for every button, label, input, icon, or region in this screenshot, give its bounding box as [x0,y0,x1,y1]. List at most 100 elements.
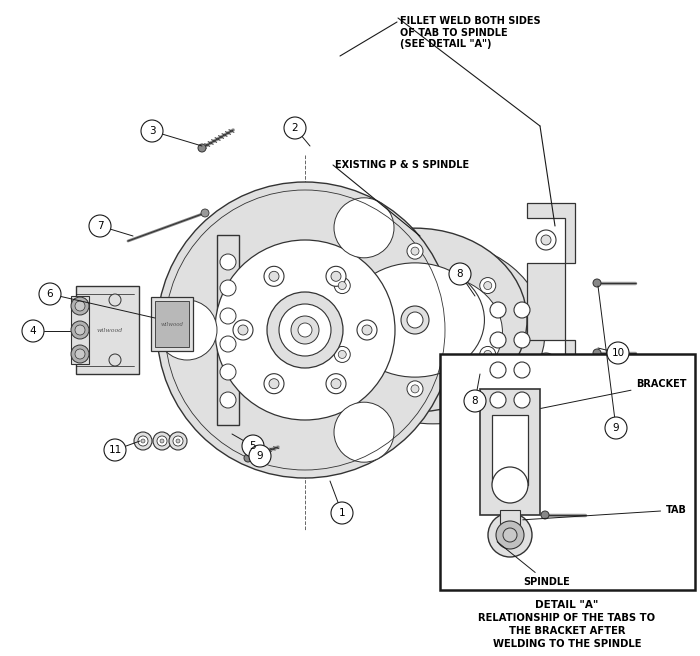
Circle shape [480,346,496,362]
Circle shape [220,364,236,380]
Text: SPINDLE: SPINDLE [497,542,570,587]
Text: 10: 10 [611,348,624,358]
Polygon shape [527,203,575,263]
Circle shape [541,511,549,519]
Circle shape [605,417,627,439]
Circle shape [593,279,601,287]
Circle shape [71,321,89,339]
Circle shape [357,320,377,340]
Circle shape [331,272,341,281]
Circle shape [75,325,85,335]
Ellipse shape [363,275,503,389]
Ellipse shape [303,228,527,412]
Circle shape [264,374,284,394]
Circle shape [220,336,236,352]
Circle shape [220,280,236,296]
Circle shape [541,235,551,245]
Circle shape [157,436,167,446]
Polygon shape [527,340,575,400]
Text: EXISTING P & S SPINDLE: EXISTING P & S SPINDLE [335,160,469,170]
Circle shape [514,392,530,408]
Circle shape [496,521,524,549]
Text: wilwood: wilwood [160,321,183,327]
Circle shape [407,381,423,397]
Circle shape [492,467,528,503]
Circle shape [89,215,111,237]
Text: 5: 5 [250,441,256,451]
Circle shape [401,306,429,334]
Circle shape [298,323,312,337]
Circle shape [215,240,395,420]
Circle shape [141,120,163,142]
Circle shape [490,332,506,348]
Bar [492,415,528,485]
Circle shape [233,320,253,340]
Circle shape [22,320,44,342]
Circle shape [71,345,89,363]
Circle shape [160,439,164,443]
Circle shape [407,312,423,328]
Circle shape [536,230,556,250]
Circle shape [75,301,85,311]
Circle shape [71,297,89,315]
Circle shape [284,117,306,139]
Text: 11: 11 [108,445,122,455]
Circle shape [514,302,530,318]
Circle shape [153,432,171,450]
Circle shape [484,350,491,358]
Text: 8: 8 [456,269,463,279]
Circle shape [109,354,121,366]
Circle shape [264,266,284,286]
Circle shape [449,263,471,285]
Text: wilwood: wilwood [97,327,123,333]
Circle shape [335,346,350,362]
Circle shape [109,294,121,306]
Circle shape [267,292,343,368]
Circle shape [157,300,217,360]
Circle shape [238,325,248,335]
Circle shape [464,390,486,412]
Circle shape [490,392,506,408]
Circle shape [514,332,530,348]
Bar [440,354,695,590]
Circle shape [198,144,206,152]
Circle shape [279,304,331,356]
Circle shape [269,379,279,389]
Text: RELATIONSHIP OF THE TABS TO
THE BRACKET AFTER
WELDING TO THE SPINDLE: RELATIONSHIP OF THE TABS TO THE BRACKET … [478,613,656,649]
Circle shape [541,358,551,368]
Circle shape [220,308,236,324]
Circle shape [220,392,236,408]
Polygon shape [500,510,520,525]
Circle shape [173,436,183,446]
Text: 7: 7 [97,221,104,231]
Bar [151,297,193,351]
Circle shape [331,379,341,389]
Circle shape [514,362,530,378]
Circle shape [291,316,319,344]
Circle shape [488,513,532,557]
Circle shape [607,342,629,364]
Circle shape [490,362,506,378]
Circle shape [220,254,236,270]
Polygon shape [527,263,565,340]
Text: DETAIL "A": DETAIL "A" [536,600,598,610]
Circle shape [134,432,152,450]
Bar [71,296,89,364]
Circle shape [407,243,423,259]
Circle shape [338,281,346,289]
Circle shape [484,281,491,289]
Circle shape [176,439,180,443]
Circle shape [334,198,394,258]
Circle shape [331,502,353,524]
Text: 1: 1 [339,508,345,518]
Text: 3: 3 [148,126,155,136]
Circle shape [169,432,187,450]
Circle shape [75,349,85,359]
Circle shape [411,247,419,255]
Text: 9: 9 [257,451,263,461]
Circle shape [269,272,279,281]
Text: BRACKET: BRACKET [540,379,687,409]
Text: FILLET WELD BOTH SIDES
OF TAB TO SPINDLE
(SEE DETAIL "A"): FILLET WELD BOTH SIDES OF TAB TO SPINDLE… [400,16,540,49]
Circle shape [157,182,453,478]
Text: 9: 9 [612,423,620,433]
